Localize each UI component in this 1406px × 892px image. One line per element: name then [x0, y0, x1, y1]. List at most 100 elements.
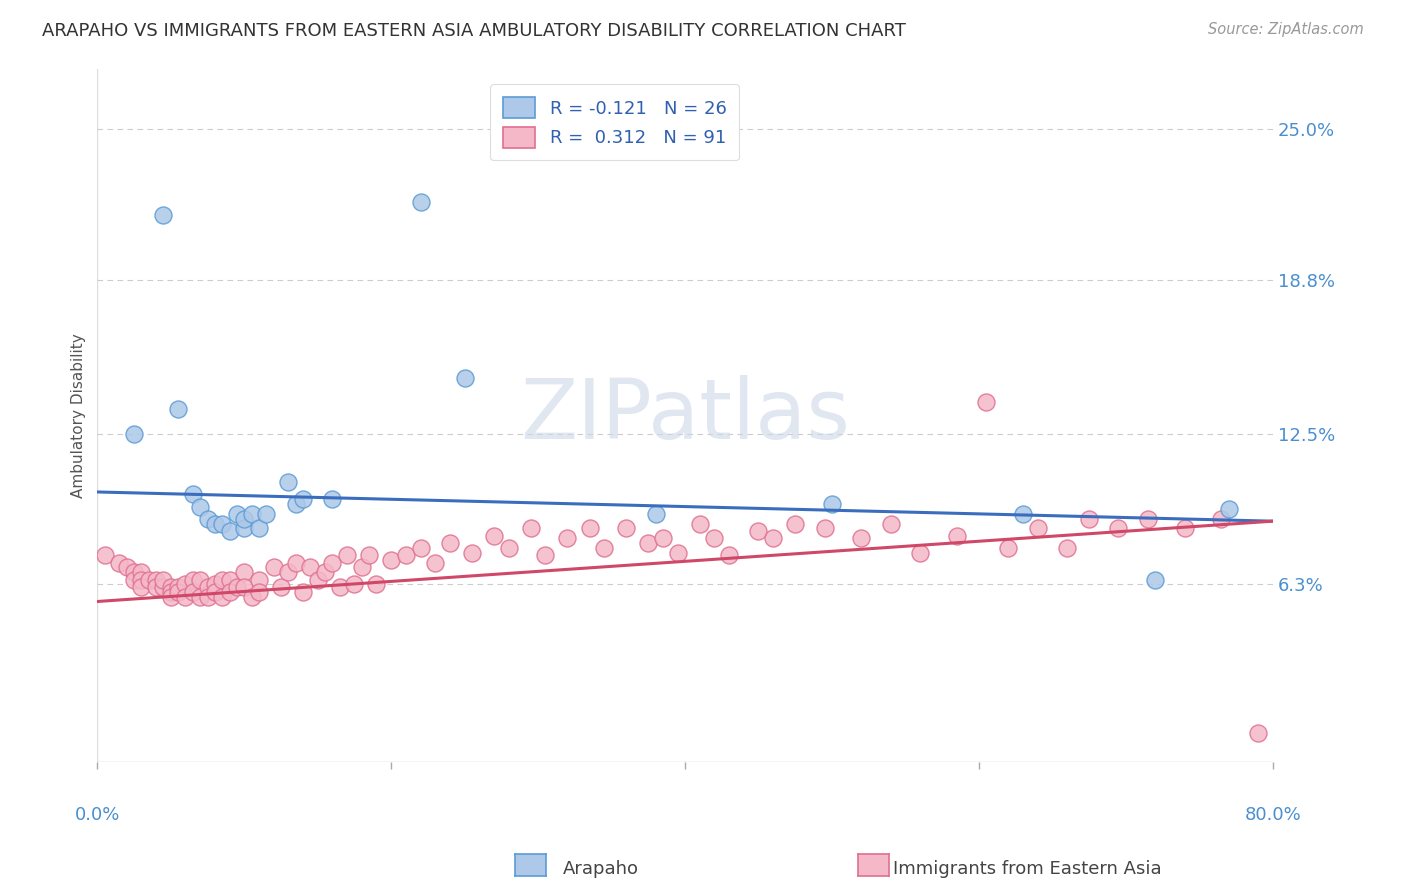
Point — [159, 590, 181, 604]
Text: ZIPatlas: ZIPatlas — [520, 375, 851, 456]
Point — [131, 566, 153, 580]
Point — [138, 573, 160, 587]
Point — [482, 529, 505, 543]
Point — [652, 531, 675, 545]
Point — [1056, 541, 1078, 555]
Point — [108, 556, 131, 570]
Point — [270, 580, 292, 594]
Point — [93, 548, 115, 562]
Point — [159, 584, 181, 599]
Point — [233, 566, 256, 580]
Point — [226, 580, 249, 594]
Point — [122, 566, 145, 580]
Point — [204, 577, 226, 591]
Point — [1078, 512, 1101, 526]
Point — [336, 548, 359, 562]
Point — [240, 590, 263, 604]
Point — [1218, 502, 1240, 516]
Point — [152, 580, 174, 594]
Point — [152, 208, 174, 222]
Point — [211, 590, 233, 604]
Point — [181, 487, 204, 501]
Point — [498, 541, 520, 555]
Text: 0.0%: 0.0% — [75, 805, 120, 824]
Point — [174, 577, 197, 591]
Point — [461, 546, 484, 560]
Point — [703, 531, 725, 545]
Point — [974, 395, 997, 409]
Point — [247, 521, 270, 535]
Point — [233, 580, 256, 594]
Point — [1247, 726, 1270, 740]
Point — [1211, 512, 1233, 526]
Point — [908, 546, 931, 560]
Point — [380, 553, 402, 567]
Point — [1144, 573, 1167, 587]
Text: 80.0%: 80.0% — [1244, 805, 1301, 824]
Point — [204, 584, 226, 599]
Point — [1173, 521, 1195, 535]
Point — [593, 541, 616, 555]
Point — [879, 516, 901, 531]
Point — [167, 580, 190, 594]
Point — [174, 590, 197, 604]
Point — [188, 573, 211, 587]
Point — [247, 584, 270, 599]
Point — [329, 580, 352, 594]
Point — [821, 497, 844, 511]
Point — [131, 573, 153, 587]
Point — [197, 580, 219, 594]
Point — [167, 584, 190, 599]
Point — [284, 497, 307, 511]
Text: Source: ZipAtlas.com: Source: ZipAtlas.com — [1208, 22, 1364, 37]
Point — [218, 584, 240, 599]
Point — [614, 521, 637, 535]
Point — [366, 577, 388, 591]
Point — [131, 580, 153, 594]
Point — [578, 521, 600, 535]
Point — [813, 521, 835, 535]
Text: Immigrants from Eastern Asia: Immigrants from Eastern Asia — [893, 860, 1161, 878]
Point — [395, 548, 418, 562]
Point — [181, 584, 204, 599]
Point — [122, 426, 145, 441]
Text: Arapaho: Arapaho — [562, 860, 638, 878]
Point — [946, 529, 969, 543]
Point — [637, 536, 659, 550]
Point — [247, 573, 270, 587]
Legend: R = -0.121   N = 26, R =  0.312   N = 91: R = -0.121 N = 26, R = 0.312 N = 91 — [489, 85, 740, 161]
Point — [321, 556, 343, 570]
Point — [204, 516, 226, 531]
Point — [425, 556, 447, 570]
Point — [167, 402, 190, 417]
Point — [439, 536, 461, 550]
Point — [314, 566, 336, 580]
Point — [359, 548, 381, 562]
Point — [409, 541, 432, 555]
Point — [145, 573, 167, 587]
Point — [997, 541, 1019, 555]
Point — [211, 516, 233, 531]
Point — [188, 590, 211, 604]
Point — [226, 507, 249, 521]
Point — [762, 531, 785, 545]
Point — [152, 573, 174, 587]
Text: ARAPAHO VS IMMIGRANTS FROM EASTERN ASIA AMBULATORY DISABILITY CORRELATION CHART: ARAPAHO VS IMMIGRANTS FROM EASTERN ASIA … — [42, 22, 905, 40]
Point — [409, 195, 432, 210]
Point — [115, 560, 138, 574]
Point — [689, 516, 711, 531]
Point — [263, 560, 285, 574]
Point — [785, 516, 807, 531]
Point — [284, 556, 307, 570]
Point — [519, 521, 541, 535]
Point — [321, 492, 343, 507]
Point — [1012, 507, 1035, 521]
Point — [145, 580, 167, 594]
Point — [188, 500, 211, 514]
Point — [1136, 512, 1159, 526]
Point — [747, 524, 769, 538]
Y-axis label: Ambulatory Disability: Ambulatory Disability — [72, 333, 86, 498]
Point — [851, 531, 873, 545]
Point — [211, 573, 233, 587]
Point — [254, 507, 277, 521]
